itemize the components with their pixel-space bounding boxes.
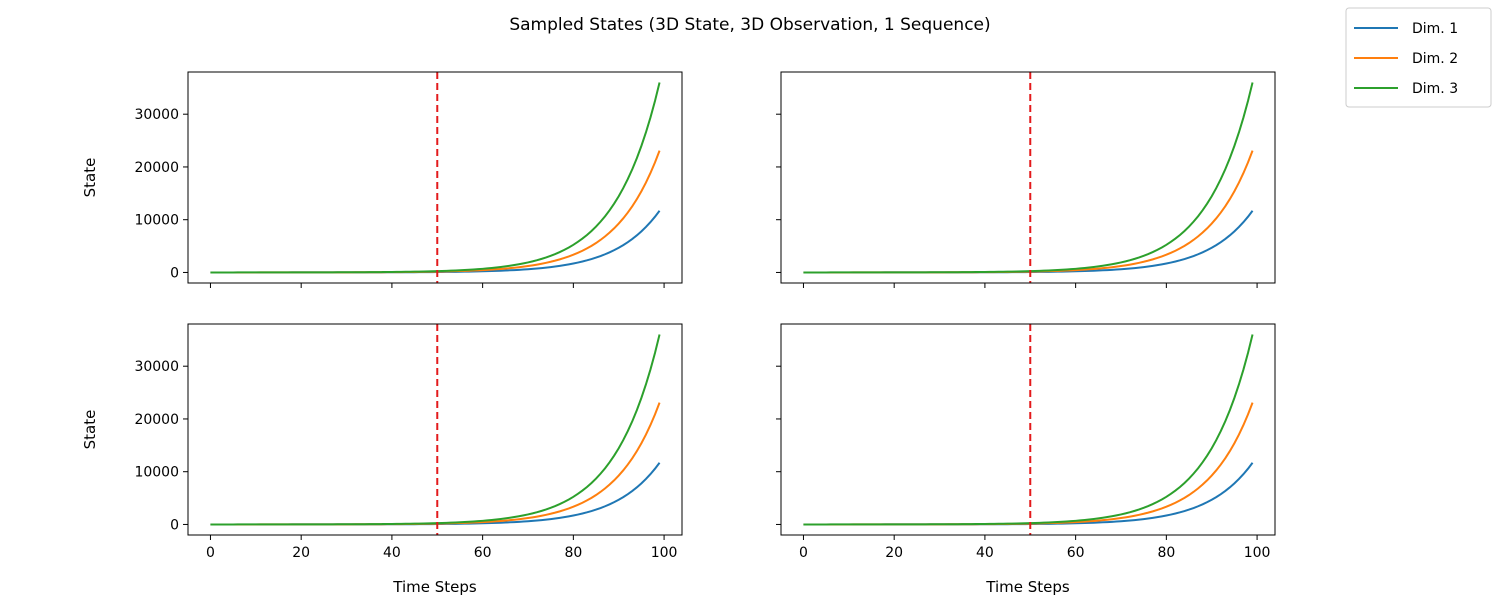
subplot-0-0: 0 10000 20000 30000 State: [81, 71, 683, 288]
x-tick-label: 40: [383, 545, 401, 561]
plot-area: [803, 324, 1254, 535]
x-tick-label: 100: [651, 545, 678, 561]
x-axis-label: Time Steps: [392, 578, 477, 596]
y-tick-label: 10000: [134, 213, 179, 229]
plot-area: [210, 324, 661, 535]
series-line-dim-1: [210, 210, 661, 274]
subplot-1-0: 0 20 40 60 80 100 0 10000 20000 30000 State Time St…: [81, 323, 683, 596]
y-tick-label: 10000: [134, 465, 179, 481]
series-line-dim-1: [210, 462, 661, 526]
plot-area: [210, 72, 661, 283]
x-tick-label: 40: [976, 545, 994, 561]
series-line-dim-2: [803, 402, 1254, 526]
x-tick-label: 100: [1244, 545, 1271, 561]
axes-frame: [187, 323, 683, 536]
subplot-0-1: [776, 71, 1276, 288]
series-line-dim-1: [803, 462, 1254, 526]
y-tick-label: 30000: [134, 107, 179, 123]
x-tick-label: 20: [885, 545, 903, 561]
series-line-dim-1: [803, 210, 1254, 274]
y-tick-label: 20000: [134, 160, 179, 176]
axes-frame: [780, 323, 1276, 536]
series-line-dim-3: [210, 82, 661, 274]
x-tick-label: 0: [206, 545, 215, 561]
y-axis-label: State: [81, 158, 99, 198]
series-line-dim-2: [210, 402, 661, 526]
y-tick-label: 20000: [134, 412, 179, 428]
x-tick-label: 20: [292, 545, 310, 561]
x-axis-label: Time Steps: [985, 578, 1070, 596]
axes-frame: [187, 71, 683, 284]
subplot-1-1: 0 20 40 60 80 100 Time Steps: [776, 323, 1276, 596]
series-line-dim-3: [803, 82, 1254, 274]
y-tick-label: 30000: [134, 359, 179, 375]
y-axis-label: State: [81, 410, 99, 450]
series-line-dim-3: [803, 334, 1254, 526]
axes-frame: [780, 71, 1276, 284]
x-tick-label: 80: [564, 545, 582, 561]
x-tick-label: 80: [1157, 545, 1175, 561]
x-tick-label: 60: [1067, 545, 1085, 561]
legend-label-dim-2: Dim. 2: [1412, 51, 1458, 67]
series-line-dim-3: [210, 334, 661, 526]
y-tick-label: 0: [170, 517, 179, 533]
series-line-dim-2: [803, 150, 1254, 274]
y-tick-label: 0: [170, 265, 179, 281]
legend-label-dim-1: Dim. 1: [1412, 21, 1458, 37]
x-tick-label: 0: [799, 545, 808, 561]
legend: Dim. 1 Dim. 2 Dim. 3: [1345, 7, 1492, 108]
x-tick-label: 60: [474, 545, 492, 561]
series-line-dim-2: [210, 150, 661, 274]
subplots: 0 10000 20000 30000 State 0 20 40 60 80 100 0 10000 2…: [81, 71, 1276, 596]
plot-area: [803, 72, 1254, 283]
legend-box: [1345, 7, 1492, 108]
chart-title: Sampled States (3D State, 3D Observation…: [509, 15, 990, 35]
legend-label-dim-3: Dim. 3: [1412, 81, 1458, 97]
